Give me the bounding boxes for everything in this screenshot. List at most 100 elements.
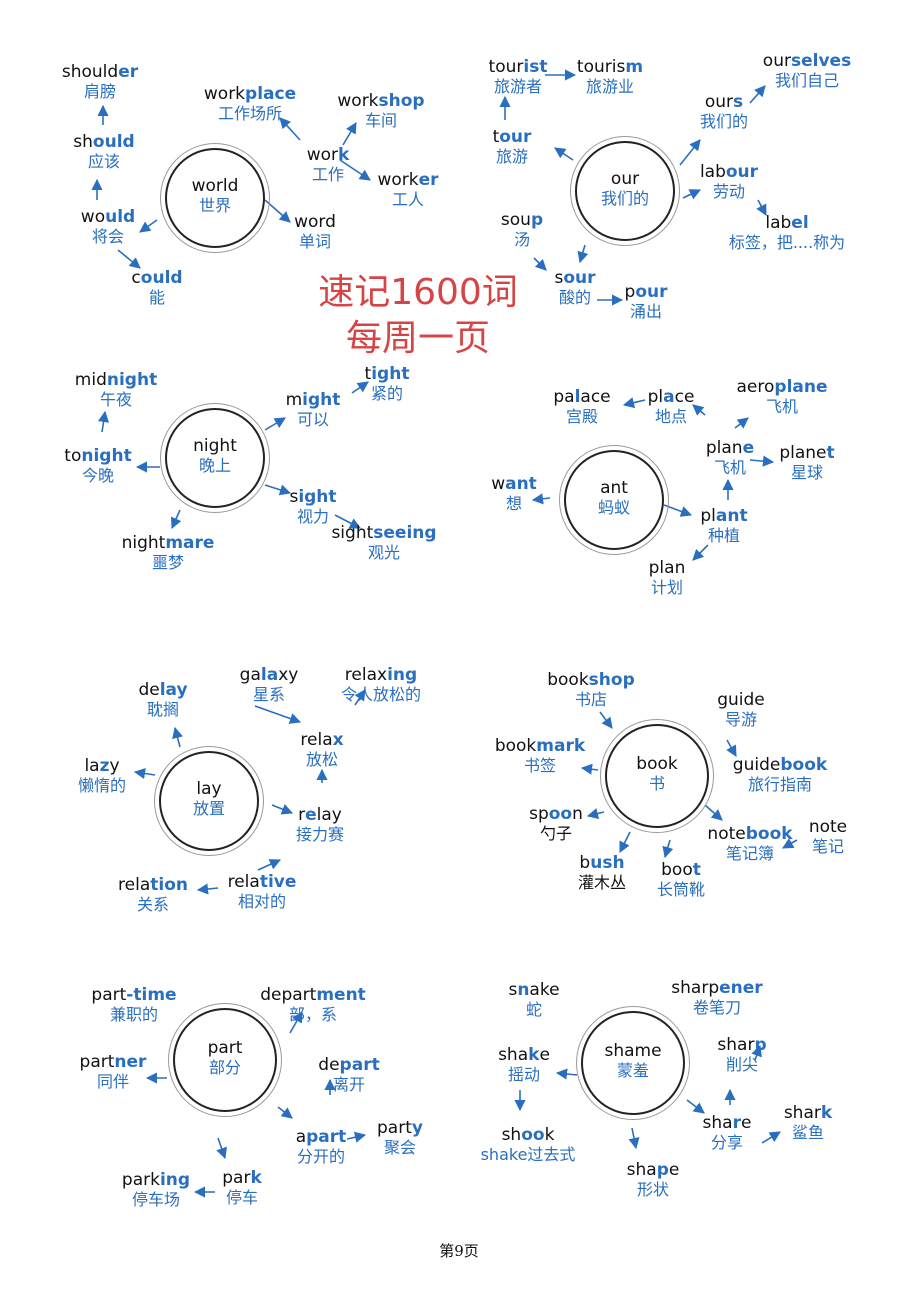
cluster-1-word: sour 酸的 [554, 268, 595, 308]
word-chinese: 工人 [391, 190, 424, 210]
center-english: part [207, 1038, 243, 1058]
cluster-0-word: worker 工人 [377, 170, 438, 210]
cluster-0-word: word 单词 [294, 212, 336, 252]
arrow [619, 831, 631, 854]
word-english: tour [492, 127, 532, 147]
cluster-1-word: labour 劳动 [700, 162, 758, 202]
word-chinese: 紧的 [370, 384, 403, 404]
center-chinese: 我们的 [600, 189, 650, 209]
word-chinese: 同伴 [96, 1072, 129, 1092]
cluster-1-word: tourism 旅游业 [577, 57, 643, 97]
word-chinese: 接力赛 [295, 825, 345, 845]
word-chinese: 我们的 [699, 112, 749, 132]
cluster-5-word: guide 导游 [717, 690, 765, 730]
cluster-3-word: want 想 [491, 474, 537, 514]
cluster-6-word: park 停车 [222, 1168, 262, 1208]
word-english: would [80, 207, 136, 227]
word-chinese: 部，系 [288, 1005, 338, 1025]
cluster-0-word: workshop 车间 [337, 91, 424, 131]
word-chinese: 停车场 [131, 1190, 180, 1210]
word-english: shape [626, 1160, 680, 1180]
word-english: department [260, 985, 366, 1005]
arrow [679, 139, 701, 166]
arrow [599, 711, 613, 729]
word-chinese: 应该 [87, 152, 121, 172]
word-chinese: 可以 [296, 410, 330, 430]
word-english: notebook [707, 824, 793, 844]
word-english: shook [501, 1125, 555, 1145]
cluster-3-word: place 地点 [648, 387, 695, 427]
cluster-6-word: part-time 兼职的 [91, 985, 176, 1025]
cluster-4-word: lazy 懒惰的 [78, 756, 126, 796]
center-chinese: 晚上 [198, 456, 232, 476]
cluster-4-word: relation 关系 [118, 875, 188, 915]
arrow [277, 1106, 293, 1119]
cluster-4-word: relax 放松 [300, 730, 343, 770]
cluster-5-outer-ring [600, 719, 714, 833]
cluster-4-word: galaxy 星系 [240, 665, 299, 705]
arrow [726, 739, 737, 757]
cluster-3-word: plant 种植 [700, 506, 747, 546]
center-english: world [191, 176, 239, 196]
word-chinese: 令人放松的 [340, 685, 422, 705]
cluster-7-word: sharpener 卷笔刀 [671, 978, 762, 1018]
word-chinese: 削尖 [725, 1055, 758, 1075]
word-english: relay [298, 805, 342, 825]
word-english: guidebook [732, 755, 828, 775]
cluster-6-word: party 聚会 [377, 1118, 423, 1158]
center-chinese: 书 [648, 774, 665, 794]
word-english: part-time [91, 985, 177, 1005]
word-chinese: 将会 [91, 227, 125, 247]
arrow [254, 705, 302, 724]
word-english: worker [377, 170, 439, 190]
word-chinese: 宫殿 [565, 407, 598, 427]
cluster-1-word: pour 涌出 [625, 282, 668, 322]
arrow [334, 514, 361, 529]
word-chinese: 勺子 [539, 824, 573, 844]
word-english: work [306, 145, 350, 165]
word-chinese: 涌出 [629, 302, 662, 322]
word-english: shoulder [61, 62, 139, 82]
word-chinese: 长筒靴 [656, 880, 706, 900]
center-english: book [636, 754, 678, 774]
arrow [686, 1099, 705, 1114]
word-english: boot [661, 860, 701, 880]
arrow [139, 219, 158, 233]
word-chinese: 汤 [513, 230, 530, 250]
word-english: planet [779, 443, 835, 463]
word-english: tonight [64, 446, 132, 466]
cluster-5-center-word: book 书 [636, 754, 677, 794]
cluster-5-word: bush 灌木丛 [578, 853, 626, 893]
word-english: soup [500, 210, 544, 230]
cluster-5-word: bookmark 书签 [495, 736, 585, 776]
cluster-5-word: spoon 勺子 [529, 804, 583, 844]
word-chinese: 兼职的 [109, 1005, 159, 1025]
cluster-0-word: workplace 工作场所 [204, 84, 296, 124]
cluster-6-center-word: part 部分 [208, 1038, 243, 1078]
word-english: tourism [576, 57, 644, 77]
word-chinese: 耽搁 [146, 700, 180, 720]
page-number: 第9页 [439, 1242, 479, 1260]
cluster-7-word: snake 蛇 [508, 980, 559, 1020]
arrow [271, 804, 294, 815]
cluster-3-word: aeroplane 飞机 [736, 377, 827, 417]
word-chinese: 今晚 [81, 466, 114, 486]
word-chinese: 肩膀 [83, 82, 116, 102]
word-chinese: 笔记簿 [725, 844, 774, 864]
arrow [172, 726, 183, 748]
cluster-2-word: sight 视力 [289, 487, 336, 527]
cluster-3-word: plan 计划 [649, 558, 686, 598]
word-english: sight [289, 487, 337, 507]
cluster-0-outer-ring [160, 143, 270, 253]
center-chinese: 蚂蚁 [597, 498, 631, 518]
arrow [196, 883, 219, 895]
arrow [577, 244, 589, 264]
cluster-6-word: apart 分开的 [296, 1127, 347, 1167]
arrow [662, 839, 674, 859]
cluster-6-word: depart 离开 [318, 1055, 379, 1095]
cluster-7-word: sharp 削尖 [717, 1035, 766, 1075]
word-chinese: 旅行指南 [747, 775, 813, 795]
word-chinese: shake过去式 [480, 1145, 576, 1165]
word-chinese: 鲨鱼 [791, 1123, 825, 1143]
arrow [751, 1044, 762, 1061]
